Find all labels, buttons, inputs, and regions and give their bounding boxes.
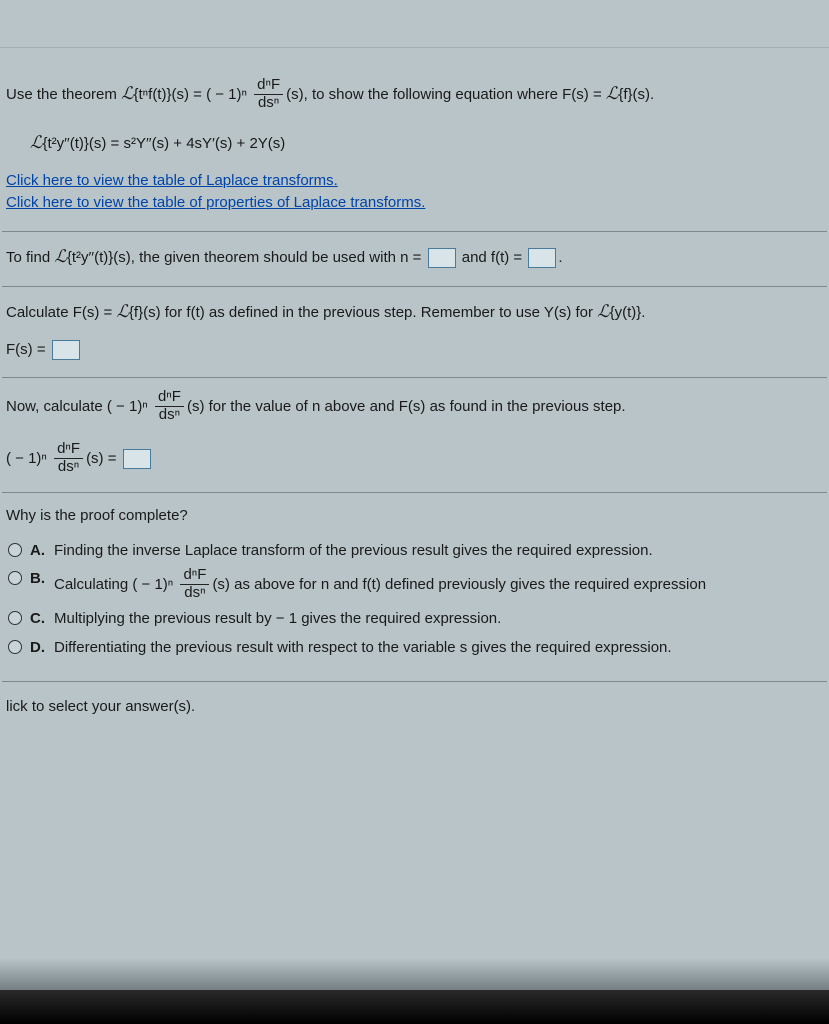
footer-hint: lick to select your answer(s). [6, 698, 195, 715]
derivative-fraction-b: dⁿF dsⁿ [180, 567, 209, 601]
choice-b-suffix: (s) as above for n and f(t) defined prev… [212, 576, 706, 593]
calculate-fs-section: Calculate F(s) = ℒ{f}(s) for f(t) as def… [2, 286, 827, 377]
theorem-intro-text: Use the theorem [6, 86, 121, 103]
choice-b-text: Calculating ( − 1)ⁿ dⁿF dsⁿ (s) as above… [54, 568, 823, 602]
tofind-b: , the given theorem should be used with … [131, 249, 426, 266]
rhs-where: {f}(s). [618, 86, 654, 103]
radio-a[interactable] [8, 543, 22, 557]
theorem-intro-b: , to show the following equation where F… [304, 86, 606, 103]
result-eq: (s) = [86, 450, 121, 467]
tofind-expr: {t²y′′(t)}(s) [67, 249, 131, 266]
to-find-section: To find ℒ{t²y′′(t)}(s), the given theore… [2, 231, 827, 286]
script-L: ℒ [597, 302, 609, 321]
script-L: ℒ [30, 133, 42, 152]
why-question: Why is the proof complete? [6, 505, 823, 528]
frac-num-2: dⁿF [155, 389, 184, 407]
frac-argument: (s) [286, 86, 304, 103]
radio-b[interactable] [8, 571, 22, 585]
theorem-lhs: {tⁿf(t)}(s) = ( − 1)ⁿ [134, 86, 247, 103]
choice-a-text: Finding the inverse Laplace transform of… [54, 540, 823, 563]
derivative-fraction: dⁿF dsⁿ [254, 77, 283, 111]
frac-arg-2: (s) [187, 398, 205, 415]
now-calc-a: Now, calculate ( − 1)ⁿ [6, 398, 148, 415]
result-lhs: ( − 1)ⁿ [6, 450, 47, 467]
script-L: ℒ [121, 84, 133, 103]
theorem-statement: Use the theorem ℒ{tⁿf(t)}(s) = ( − 1)ⁿ d… [2, 66, 827, 231]
tofind-c: and f(t) = [462, 249, 527, 266]
choice-b-row[interactable]: B. Calculating ( − 1)ⁿ dⁿF dsⁿ (s) as ab… [8, 568, 823, 602]
frac-num-3: dⁿF [54, 441, 83, 459]
link-laplace-properties[interactable]: Click here to view the table of properti… [6, 192, 425, 215]
choice-c-row[interactable]: C. Multiplying the previous result by − … [8, 608, 823, 631]
input-result[interactable] [123, 449, 151, 469]
script-L: ℒ [606, 84, 618, 103]
calc-c: {y(t)}. [610, 304, 646, 321]
bottom-bar [0, 990, 829, 1024]
radio-d[interactable] [8, 640, 22, 654]
script-L: ℒ [116, 302, 128, 321]
choice-a-row[interactable]: A. Finding the inverse Laplace transform… [8, 540, 823, 563]
choice-a-letter: A. [30, 540, 54, 563]
choice-b-prefix: Calculating ( − 1)ⁿ [54, 576, 173, 593]
frac-den-b: dsⁿ [180, 585, 209, 602]
frac-denominator: dsⁿ [254, 95, 283, 112]
now-calculate-section: Now, calculate ( − 1)ⁿ dⁿF dsⁿ (s) for t… [2, 377, 827, 492]
bottom-fade [0, 958, 829, 990]
frac-den-3: dsⁿ [54, 459, 83, 476]
frac-den-2: dsⁿ [155, 407, 184, 424]
input-n[interactable] [428, 248, 456, 268]
script-L: ℒ [54, 247, 66, 266]
choice-c-text: Multiplying the previous result by − 1 g… [54, 608, 823, 631]
choice-d-letter: D. [30, 637, 54, 660]
fs-eq-label: F(s) = [6, 341, 50, 358]
choice-b-letter: B. [30, 568, 54, 591]
derivative-fraction-3: dⁿF dsⁿ [54, 441, 83, 475]
derivative-fraction-2: dⁿF dsⁿ [155, 389, 184, 423]
tofind-a: To find [6, 249, 54, 266]
now-calc-b: for the value of n above and F(s) as fou… [209, 398, 626, 415]
choice-c-letter: C. [30, 608, 54, 631]
input-ft[interactable] [528, 248, 556, 268]
footer-hint-section: lick to select your answer(s). [2, 681, 827, 727]
calc-b: for f(t) as defined in the previous step… [161, 304, 598, 321]
why-complete-section: Why is the proof complete? A. Finding th… [2, 492, 827, 681]
equation-to-show: ℒ{t²y′′(t)}(s) = s²Y′′(s) + 4sY′(s) + 2Y… [6, 130, 823, 156]
calc-expr: {f}(s) [129, 304, 161, 321]
link-laplace-table[interactable]: Click here to view the table of Laplace … [6, 170, 338, 193]
calc-a: Calculate F(s) = [6, 304, 116, 321]
frac-numerator: dⁿF [254, 77, 283, 95]
choice-d-text: Differentiating the previous result with… [54, 637, 823, 660]
radio-c[interactable] [8, 611, 22, 625]
choice-d-row[interactable]: D. Differentiating the previous result w… [8, 637, 823, 660]
equation-body: {t²y′′(t)}(s) = s²Y′′(s) + 4sY′(s) + 2Y(… [42, 135, 285, 152]
period: . [558, 249, 562, 266]
input-fs[interactable] [52, 340, 80, 360]
frac-num-b: dⁿF [180, 567, 209, 585]
